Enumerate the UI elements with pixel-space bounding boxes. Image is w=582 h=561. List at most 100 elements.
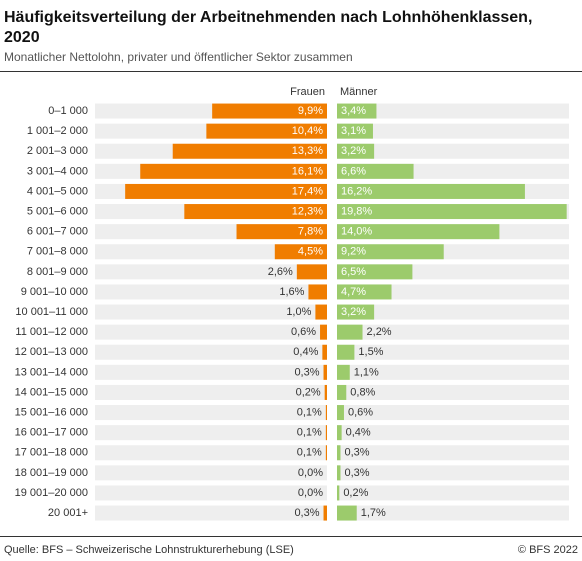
value-label: 17,4% [292, 185, 323, 197]
row-band [337, 425, 569, 441]
value-label: 0,0% [298, 487, 323, 499]
value-label: 1,7% [361, 507, 386, 519]
bar [206, 123, 327, 139]
y-tick-label: 10 001–11 000 [15, 306, 88, 318]
bar [337, 505, 357, 521]
bar [337, 204, 567, 220]
bar [325, 445, 327, 461]
value-label: 6,5% [341, 266, 366, 278]
bar [337, 364, 350, 380]
bar [337, 465, 341, 481]
value-label: 0,0% [298, 467, 323, 479]
value-label: 3,2% [341, 306, 366, 318]
row-band [95, 465, 327, 481]
value-label: 9,2% [341, 246, 366, 258]
bar [337, 284, 392, 300]
row-band [337, 445, 569, 461]
bar [337, 485, 340, 501]
y-tick-label: 7 001–8 000 [27, 246, 88, 258]
value-label: 0,3% [344, 467, 369, 479]
bar [337, 264, 413, 280]
bar [337, 304, 375, 320]
bar [337, 163, 414, 179]
y-tick-label: 12 001–13 000 [15, 346, 88, 358]
value-label: 12,3% [292, 205, 323, 217]
chart-title: Häufigkeitsverteilung der Arbeitnehmende… [4, 9, 532, 26]
row-band [337, 324, 569, 340]
y-tick-label: 0–1 000 [48, 105, 88, 117]
value-label: 0,2% [296, 386, 321, 398]
bar [322, 344, 327, 360]
y-tick-label: 6 001–7 000 [27, 226, 88, 238]
bar [315, 304, 327, 320]
y-tick-label: 2 001–3 000 [27, 145, 88, 157]
legend-label: Männer [340, 86, 378, 98]
value-label: 3,4% [341, 105, 366, 117]
bar [337, 183, 525, 199]
value-label: 3,1% [341, 125, 366, 137]
value-label: 10,4% [292, 125, 323, 137]
value-label: 13,3% [292, 145, 323, 157]
bar [172, 143, 327, 159]
bar [337, 324, 363, 340]
row-band [95, 425, 327, 441]
y-tick-label: 13 001–14 000 [15, 366, 88, 378]
row-band [337, 485, 569, 501]
bar [337, 405, 344, 421]
row-band [95, 384, 327, 400]
y-tick-label: 20 001+ [48, 507, 88, 519]
bar [296, 264, 327, 280]
bar [125, 183, 327, 199]
value-label: 0,3% [294, 507, 319, 519]
bar [337, 143, 375, 159]
copyright: © BFS 2022 [518, 544, 578, 556]
row-band [337, 304, 569, 320]
value-label: 3,2% [341, 145, 366, 157]
bar [337, 123, 373, 139]
bar [337, 103, 377, 119]
value-label: 0,6% [348, 406, 373, 418]
value-label: 16,2% [341, 185, 372, 197]
row-band [95, 264, 327, 280]
row-band [95, 244, 327, 260]
value-label: 0,1% [297, 447, 322, 459]
value-label: 16,1% [292, 165, 323, 177]
row-band [337, 364, 569, 380]
row-band [95, 445, 327, 461]
row-band [95, 364, 327, 380]
row-band [337, 505, 569, 521]
bar [337, 344, 355, 360]
row-band [337, 344, 569, 360]
value-label: 0,3% [344, 447, 369, 459]
row-band [337, 284, 569, 300]
y-tick-label: 4 001–5 000 [27, 185, 88, 197]
y-tick-label: 3 001–4 000 [27, 165, 88, 177]
value-label: 0,4% [293, 346, 318, 358]
row-band [95, 304, 327, 320]
value-label: 0,8% [350, 386, 375, 398]
value-label: 1,0% [286, 306, 311, 318]
value-label: 14,0% [341, 226, 372, 238]
chart-title: 2020 [4, 29, 40, 46]
row-band [95, 344, 327, 360]
y-tick-label: 5 001–6 000 [27, 205, 88, 217]
value-label: 19,8% [341, 205, 372, 217]
y-tick-label: 14 001–15 000 [15, 386, 88, 398]
source: Quelle: BFS – Schweizerische Lohnstruktu… [4, 544, 294, 556]
row-band [95, 485, 327, 501]
value-label: 0,1% [297, 406, 322, 418]
row-band [95, 405, 327, 421]
bar [337, 425, 342, 441]
y-tick-label: 16 001–17 000 [15, 427, 88, 439]
row-band [337, 465, 569, 481]
value-label: 4,7% [341, 286, 366, 298]
bar [325, 425, 327, 441]
y-tick-label: 1 001–2 000 [27, 125, 88, 137]
row-band [337, 384, 569, 400]
bar [323, 364, 327, 380]
row-band [337, 405, 569, 421]
bar [140, 163, 327, 179]
y-tick-label: 15 001–16 000 [15, 406, 88, 418]
bar [337, 224, 500, 240]
